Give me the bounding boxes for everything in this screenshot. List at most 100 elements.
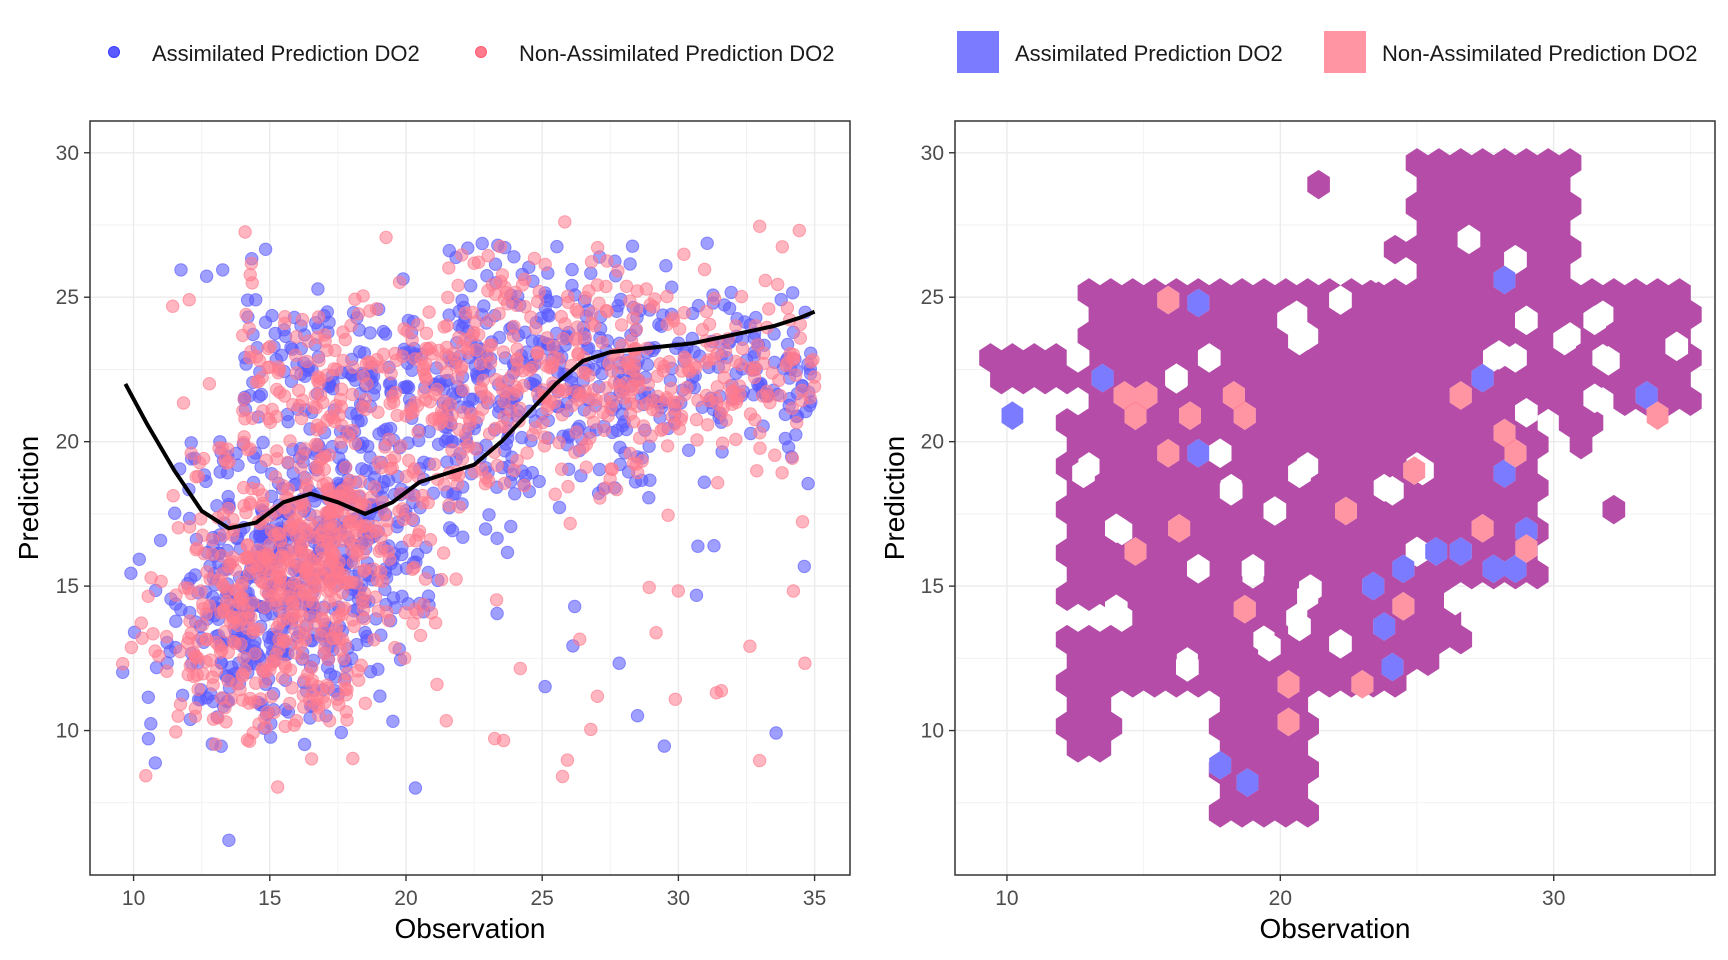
non-assimilated-point <box>188 709 203 723</box>
non-assimilated-point <box>337 674 352 688</box>
non-assimilated-point <box>258 551 272 566</box>
non-assimilated-hexbin <box>1392 592 1415 621</box>
non-assimilated-point <box>584 722 598 737</box>
non-assimilated-point <box>344 318 358 333</box>
assimilated-hexbin <box>1449 537 1472 566</box>
assimilated-point <box>769 726 783 740</box>
non-assimilated-point <box>285 681 299 695</box>
non-assimilated-point <box>194 584 208 598</box>
non-assimilated-point <box>645 402 660 417</box>
non-assimilated-point <box>272 616 286 630</box>
non-assimilated-point <box>388 640 402 655</box>
assimilated-point <box>682 443 696 457</box>
non-assimilated-point <box>189 543 203 557</box>
non-assimilated-point <box>336 603 350 617</box>
assimilated-hexbin <box>1187 438 1210 468</box>
non-assimilated-point <box>578 291 593 305</box>
non-assimilated-point <box>371 604 386 618</box>
empty-hexbin <box>1583 305 1606 336</box>
assimilated-point <box>642 491 656 505</box>
non-assimilated-point <box>234 591 248 605</box>
non-assimilated-point <box>786 584 801 598</box>
empty-hexbin <box>1487 340 1511 370</box>
non-assimilated-point <box>457 441 472 455</box>
non-assimilated-point <box>626 311 640 325</box>
assimilated-point <box>691 539 705 553</box>
non-assimilated-point <box>353 474 368 489</box>
non-assimilated-point <box>441 290 455 305</box>
empty-hexbin <box>1105 513 1128 544</box>
non-assimilated-point <box>307 521 321 535</box>
non-assimilated-hexbin <box>1403 456 1426 485</box>
x-tick-label: 10 <box>995 887 1018 910</box>
assimilated-point <box>612 656 626 670</box>
non-assimilated-point <box>614 360 629 375</box>
non-assimilated-point <box>336 568 351 582</box>
non-assimilated-point <box>552 435 566 450</box>
assimilated-point <box>482 508 496 522</box>
left-legend: Assimilated Prediction DO2 Non-Assimilat… <box>108 41 834 66</box>
non-assimilated-point <box>394 439 408 453</box>
x-tick-label: 30 <box>1542 887 1565 910</box>
empty-hexbin <box>1263 496 1287 526</box>
non-assimilated-point <box>290 635 304 649</box>
non-assimilated-point <box>237 430 251 444</box>
non-assimilated-point <box>388 450 402 464</box>
non-assimilated-point <box>326 545 340 559</box>
non-assimilated-hexbin <box>1168 514 1191 543</box>
non-assimilated-point <box>785 401 799 416</box>
non-assimilated-point <box>471 255 486 269</box>
non-assimilated-point <box>771 277 785 292</box>
non-assimilated-point <box>288 348 303 362</box>
non-assimilated-point <box>630 284 644 298</box>
assimilated-point <box>169 614 183 628</box>
non-assimilated-point <box>518 300 532 314</box>
non-assimilated-point <box>297 700 311 714</box>
assimilated-point <box>153 533 168 548</box>
assimilated-point <box>452 319 466 333</box>
assimilated-point <box>689 588 704 602</box>
non-assimilated-point <box>346 555 360 569</box>
non-assimilated-point <box>614 384 628 398</box>
non-assimilated-point <box>283 696 297 711</box>
non-assimilated-point <box>238 225 252 239</box>
non-assimilated-point <box>536 415 550 430</box>
assimilated-point <box>613 440 627 454</box>
empty-hexbin <box>1299 574 1322 604</box>
right-y-axis-label: Prediction <box>879 436 910 561</box>
assimilated-point <box>477 299 491 313</box>
non-assimilated-point <box>389 353 403 368</box>
non-assimilated-point <box>338 460 353 474</box>
non-assimilated-point <box>321 652 336 667</box>
empty-hexbin <box>1288 458 1311 489</box>
non-assimilated-point <box>271 780 285 794</box>
y-tick-label: 15 <box>56 575 79 598</box>
non-assimilated-point <box>660 439 675 453</box>
non-assimilated-point <box>292 399 306 413</box>
non-assimilated-point <box>451 278 465 293</box>
non-assimilated-point <box>642 580 656 595</box>
non-assimilated-point <box>349 576 364 590</box>
y-tick-label: 20 <box>921 431 944 454</box>
non-assimilated-point <box>189 470 203 484</box>
non-assimilated-point <box>677 247 691 262</box>
non-assimilated-point <box>513 661 527 676</box>
non-assimilated-point <box>488 287 503 301</box>
legend-non-assimilated-label: Non-Assimilated Prediction DO2 <box>519 41 834 66</box>
non-assimilated-point <box>333 392 348 407</box>
non-assimilated-point <box>520 446 534 460</box>
non-assimilated-point <box>264 524 279 538</box>
non-assimilated-point <box>244 256 259 271</box>
non-assimilated-point <box>729 354 743 369</box>
non-assimilated-point <box>417 385 431 399</box>
non-assimilated-point <box>406 616 420 630</box>
non-assimilated-point <box>226 610 240 624</box>
non-assimilated-point <box>276 541 291 556</box>
non-assimilated-point <box>795 383 809 398</box>
legend-assimilated-point <box>108 46 120 58</box>
non-assimilated-point <box>197 451 211 466</box>
non-assimilated-point <box>681 363 695 377</box>
non-assimilated-point <box>402 453 416 468</box>
non-assimilated-point <box>666 395 680 409</box>
non-assimilated-point <box>256 488 270 502</box>
